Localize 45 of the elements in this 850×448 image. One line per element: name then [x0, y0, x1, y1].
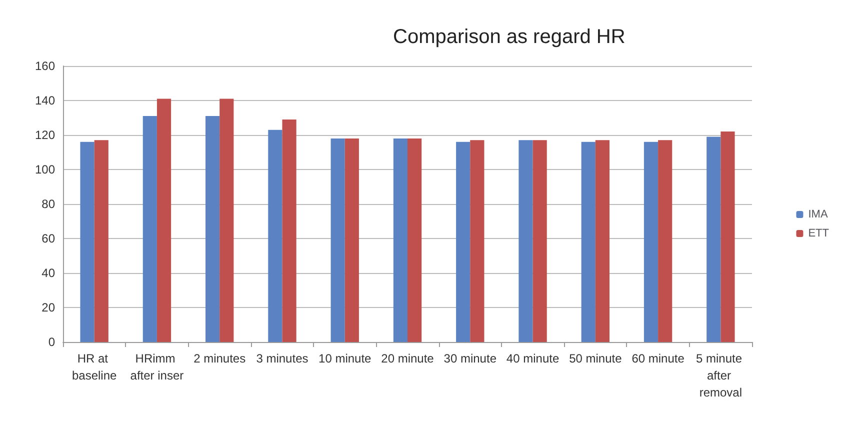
bar	[220, 98, 234, 342]
y-tick-label: 80	[42, 197, 56, 211]
x-tick-label: 3 minutes	[256, 352, 308, 366]
y-tick-label: 60	[42, 232, 56, 246]
bar	[94, 140, 108, 342]
y-tick-label: 0	[48, 335, 56, 349]
y-tick-label: 120	[34, 128, 56, 142]
x-tick-label: 5 minute after removal	[696, 352, 746, 400]
x-tick-label: 10 minute	[318, 352, 372, 366]
bar	[330, 138, 345, 342]
bar	[282, 119, 296, 342]
bar	[156, 98, 172, 342]
x-tick-label: 60 minute	[632, 352, 685, 366]
bar	[706, 136, 721, 342]
bar	[595, 140, 610, 342]
x-tick-label: 50 minute	[569, 352, 622, 366]
bar	[206, 116, 220, 342]
bar	[80, 142, 94, 342]
bar	[470, 140, 484, 342]
bar	[532, 140, 547, 342]
y-tick-label: 40	[42, 266, 56, 280]
bar	[581, 142, 596, 342]
y-tick-label: 20	[42, 300, 56, 314]
y-tick-label: 160	[34, 59, 56, 73]
chart-title: Comparison as regard HR	[393, 26, 626, 48]
x-tick-label: 2 minutes	[194, 352, 246, 366]
bar	[408, 138, 422, 342]
y-tick-label: 100	[34, 162, 56, 176]
x-tick-label: HRimm after inser	[130, 352, 184, 382]
x-tick-label: 20 minute	[381, 352, 434, 366]
y-tick-label: 140	[34, 94, 56, 108]
bar	[518, 140, 533, 342]
bar	[268, 130, 282, 342]
legend-label: ETT	[808, 228, 830, 240]
bar	[644, 142, 658, 342]
x-tick-label: 40 minute	[506, 352, 560, 366]
bar	[658, 140, 672, 342]
legend-label: IMA	[808, 208, 828, 220]
bar	[393, 138, 408, 342]
bar	[456, 142, 470, 342]
bar	[720, 132, 735, 342]
bar	[344, 138, 359, 342]
bar	[142, 116, 157, 342]
x-tick-label: 30 minute	[444, 352, 497, 366]
x-tick-label: HR at baseline	[72, 352, 117, 382]
